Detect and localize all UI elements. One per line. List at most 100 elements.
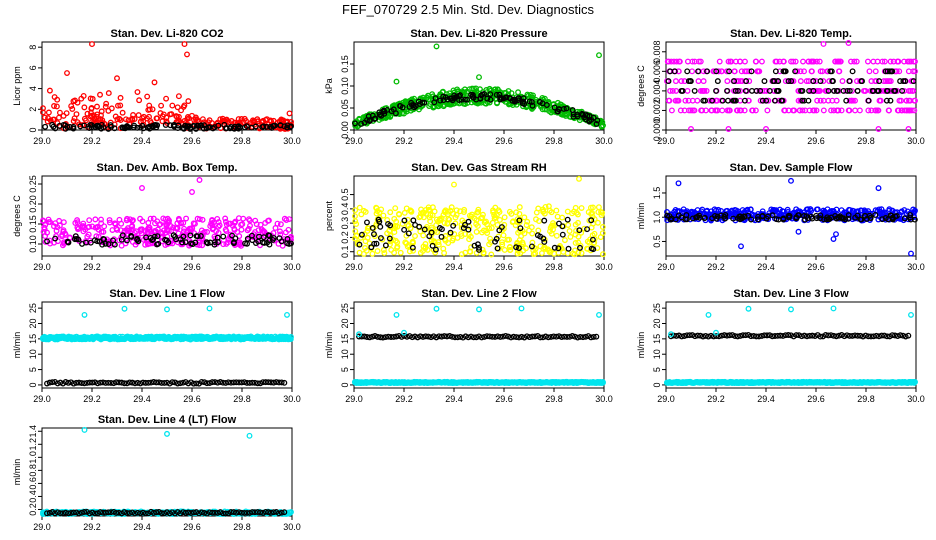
data-point — [524, 218, 531, 225]
data-point — [112, 221, 119, 228]
y-tick-label: 1.0 — [652, 211, 662, 224]
data-point — [780, 216, 787, 223]
data-point — [94, 103, 100, 110]
data-point — [186, 115, 192, 122]
x-tick-label: 29.0 — [33, 394, 51, 404]
x-tick-label: 30.0 — [907, 394, 925, 404]
data-point — [362, 245, 368, 251]
data-point — [851, 58, 858, 65]
data-point — [152, 122, 159, 128]
data-point — [820, 107, 827, 114]
data-point — [536, 98, 543, 105]
data-point — [813, 87, 820, 94]
data-point — [872, 68, 879, 75]
data-point — [719, 97, 726, 104]
data-point — [529, 102, 536, 109]
data-point — [739, 214, 746, 221]
data-point — [884, 68, 891, 75]
data-point — [595, 204, 602, 211]
y-tick-label: 15 — [652, 334, 662, 344]
data-point — [214, 234, 221, 241]
data-point — [277, 228, 283, 235]
data-point — [410, 247, 417, 254]
data-point — [828, 214, 835, 221]
data-point — [825, 87, 832, 94]
data-point — [839, 215, 845, 222]
data-point — [752, 107, 759, 114]
data-point — [64, 70, 70, 77]
data-point — [867, 87, 874, 94]
y-tick-label: 0.15 — [28, 215, 38, 233]
data-point — [724, 78, 731, 85]
x-tick-label: 29.6 — [183, 136, 201, 146]
data-point — [831, 87, 837, 94]
data-point — [731, 68, 738, 75]
data-point — [391, 229, 398, 236]
chart-title: Stan. Dev. Line 1 Flow — [109, 288, 225, 300]
data-point — [114, 116, 121, 123]
data-point — [868, 107, 875, 114]
data-point — [376, 218, 383, 225]
data-point — [238, 226, 245, 233]
data-point — [92, 216, 99, 223]
chart-title: Stan. Dev. Line 4 (LT) Flow — [98, 414, 237, 426]
y-axis-label: ml/min — [12, 459, 22, 486]
data-point — [137, 215, 144, 222]
data-point — [405, 223, 412, 230]
data-point — [356, 204, 363, 211]
data-point — [456, 97, 463, 104]
y-tick-label: 8 — [28, 45, 38, 50]
data-point — [194, 117, 201, 124]
y-tick-label: 0.5 — [652, 235, 662, 248]
data-point — [146, 227, 153, 233]
data-point — [458, 224, 465, 231]
data-point — [107, 122, 114, 128]
x-tick-label: 29.4 — [757, 262, 775, 272]
data-point — [111, 125, 118, 132]
data-point — [64, 238, 71, 245]
data-point — [675, 180, 682, 187]
x-tick-label: 29.6 — [183, 522, 201, 532]
data-point — [759, 212, 766, 219]
data-point — [833, 87, 840, 94]
data-point — [820, 78, 827, 85]
data-point — [806, 87, 813, 94]
data-point — [496, 227, 503, 234]
data-point — [866, 68, 873, 75]
data-point — [164, 227, 170, 234]
data-point — [385, 220, 392, 227]
data-points — [664, 305, 918, 387]
data-point — [876, 206, 883, 213]
data-point — [765, 213, 771, 220]
data-point — [725, 58, 732, 65]
data-point — [480, 250, 487, 257]
data-point — [494, 221, 501, 228]
y-tick-label: 0.004 — [652, 80, 662, 103]
data-point — [843, 97, 850, 104]
data-point — [773, 58, 780, 65]
data-point — [901, 87, 908, 94]
x-tick-label: 29.4 — [445, 394, 463, 404]
data-point — [174, 104, 181, 111]
data-point — [378, 206, 385, 213]
data-point — [845, 40, 852, 46]
x-tick-label: 29.8 — [233, 522, 251, 532]
data-point — [381, 110, 388, 117]
data-point — [559, 214, 566, 221]
data-point — [695, 78, 702, 85]
data-point — [864, 58, 871, 65]
data-point — [694, 97, 701, 104]
data-point — [589, 204, 596, 211]
data-point — [499, 227, 506, 234]
x-tick-label: 29.4 — [133, 394, 151, 404]
data-point — [883, 97, 890, 104]
x-tick-label: 30.0 — [595, 136, 613, 146]
data-point — [591, 216, 598, 223]
data-point — [509, 219, 516, 226]
data-point — [541, 95, 548, 102]
data-point — [807, 206, 814, 213]
data-point — [738, 68, 745, 75]
data-point — [473, 88, 480, 95]
data-point — [362, 238, 369, 245]
